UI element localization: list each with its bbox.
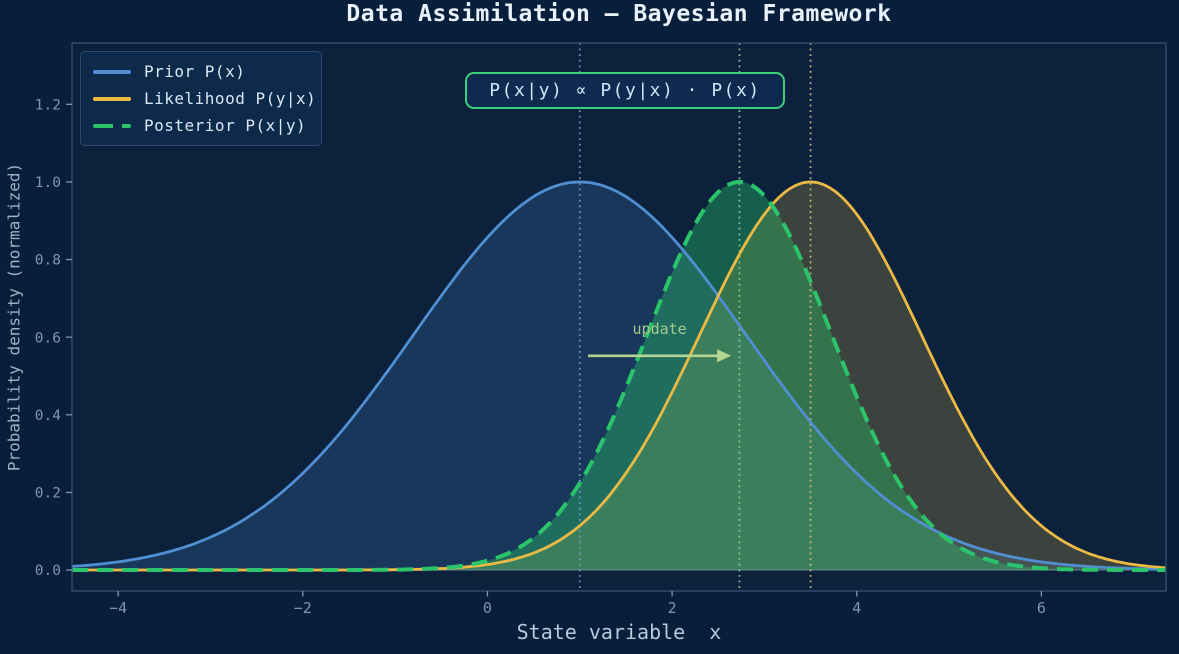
prior-line-swatch xyxy=(93,69,131,74)
svg-text:4: 4 xyxy=(852,599,861,617)
x-axis-ticks: −4 −2 0 2 4 6 xyxy=(109,591,1046,617)
legend-label-likelihood: Likelihood P(y|x) xyxy=(144,89,317,108)
bayes-formula-text: P(x|y) ∝ P(y|x) · P(x) xyxy=(489,80,761,101)
y-axis-ticks: 0.0 0.2 0.4 0.6 0.8 1.0 1.2 xyxy=(35,97,72,579)
bayes-formula-box: P(x|y) ∝ P(y|x) · P(x) xyxy=(465,72,785,109)
arrowhead-icon xyxy=(717,349,732,363)
plot-frame xyxy=(71,42,1167,592)
update-arrow: update xyxy=(588,320,732,363)
svg-text:−4: −4 xyxy=(109,599,127,617)
svg-text:1.0: 1.0 xyxy=(35,175,61,191)
legend-item-posterior: Posterior P(x|y) xyxy=(93,116,309,135)
y-axis-label: Probability density (normalized) xyxy=(4,162,24,472)
chart-title: Data Assimilation — Bayesian Framework xyxy=(346,1,892,27)
x-axis-label: State variable x xyxy=(516,620,722,644)
legend-item-prior: Prior P(x) xyxy=(93,62,309,81)
curves-layer: update xyxy=(72,43,1166,591)
svg-text:0.4: 0.4 xyxy=(35,408,61,424)
likelihood-fill xyxy=(72,181,1166,571)
svg-text:0.2: 0.2 xyxy=(35,485,61,501)
svg-text:−2: −2 xyxy=(294,599,312,617)
svg-text:6: 6 xyxy=(1037,599,1046,617)
svg-text:2: 2 xyxy=(668,599,677,617)
posterior-fill xyxy=(72,182,1166,571)
likelihood-line-swatch xyxy=(93,96,131,101)
update-label: update xyxy=(633,320,687,338)
posterior-line-swatch xyxy=(93,123,131,128)
svg-text:0: 0 xyxy=(483,599,492,617)
svg-text:0.0: 0.0 xyxy=(35,563,61,579)
prior-curve xyxy=(72,180,1166,571)
legend: Prior P(x) Likelihood P(y|x) Posterior P… xyxy=(80,51,322,146)
posterior-curve xyxy=(72,179,1166,572)
legend-label-posterior: Posterior P(x|y) xyxy=(144,116,307,135)
svg-text:1.2: 1.2 xyxy=(35,97,61,113)
svg-text:0.6: 0.6 xyxy=(35,330,61,346)
prior-fill xyxy=(72,182,1166,571)
legend-item-likelihood: Likelihood P(y|x) xyxy=(93,89,316,108)
legend-label-prior: Prior P(x) xyxy=(144,62,246,81)
svg-text:0.8: 0.8 xyxy=(35,253,61,269)
